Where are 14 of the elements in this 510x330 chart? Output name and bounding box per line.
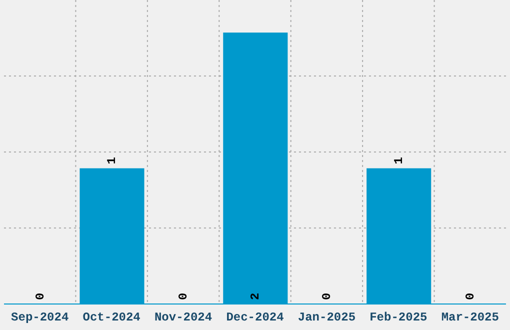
data-label: 0 bbox=[464, 292, 478, 300]
x-tick-label: Feb-2025 bbox=[370, 310, 428, 325]
x-tick-label: Mar-2025 bbox=[441, 310, 499, 325]
data-label: 0 bbox=[320, 292, 334, 300]
x-tick-label: Sep-2024 bbox=[11, 310, 69, 325]
data-label: 1 bbox=[104, 157, 119, 164]
data-label: 0 bbox=[33, 292, 48, 300]
data-label: 0 bbox=[176, 292, 191, 300]
data-label: 1 bbox=[392, 157, 406, 164]
data-label: 2 bbox=[248, 292, 262, 300]
x-tick-label: Dec-2024 bbox=[226, 310, 284, 325]
x-tick-label: Jan-2025 bbox=[298, 310, 356, 325]
x-tick-label: Nov-2024 bbox=[154, 310, 212, 325]
x-tick-label: Oct-2024 bbox=[82, 310, 140, 325]
